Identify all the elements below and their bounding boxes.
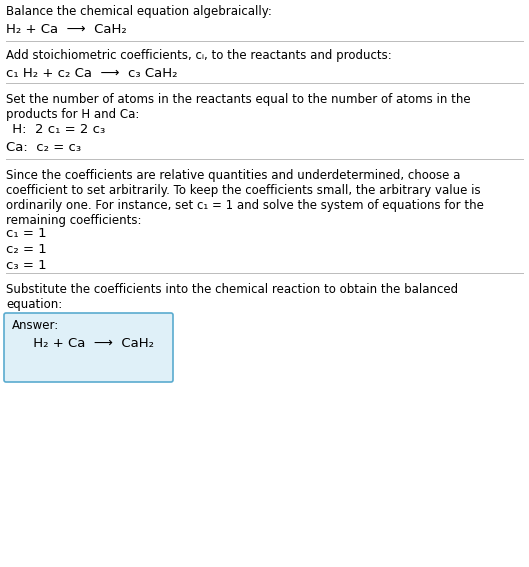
Text: Answer:: Answer: <box>12 319 59 332</box>
Text: Ca:  c₂ = c₃: Ca: c₂ = c₃ <box>6 141 81 154</box>
Text: Set the number of atoms in the reactants equal to the number of atoms in the
pro: Set the number of atoms in the reactants… <box>6 93 471 121</box>
Text: c₁ H₂ + c₂ Ca  ⟶  c₃ CaH₂: c₁ H₂ + c₂ Ca ⟶ c₃ CaH₂ <box>6 67 178 80</box>
Text: Add stoichiometric coefficients, cᵢ, to the reactants and products:: Add stoichiometric coefficients, cᵢ, to … <box>6 49 392 62</box>
Text: Balance the chemical equation algebraically:: Balance the chemical equation algebraica… <box>6 5 272 18</box>
Text: H:  2 c₁ = 2 c₃: H: 2 c₁ = 2 c₃ <box>8 123 105 136</box>
Text: Substitute the coefficients into the chemical reaction to obtain the balanced
eq: Substitute the coefficients into the che… <box>6 283 458 311</box>
Text: Since the coefficients are relative quantities and underdetermined, choose a
coe: Since the coefficients are relative quan… <box>6 169 484 227</box>
Text: c₃ = 1: c₃ = 1 <box>6 259 47 272</box>
Text: H₂ + Ca  ⟶  CaH₂: H₂ + Ca ⟶ CaH₂ <box>12 337 154 350</box>
Text: c₂ = 1: c₂ = 1 <box>6 243 47 256</box>
Text: c₁ = 1: c₁ = 1 <box>6 227 47 240</box>
Text: H₂ + Ca  ⟶  CaH₂: H₂ + Ca ⟶ CaH₂ <box>6 23 127 36</box>
FancyBboxPatch shape <box>4 313 173 382</box>
